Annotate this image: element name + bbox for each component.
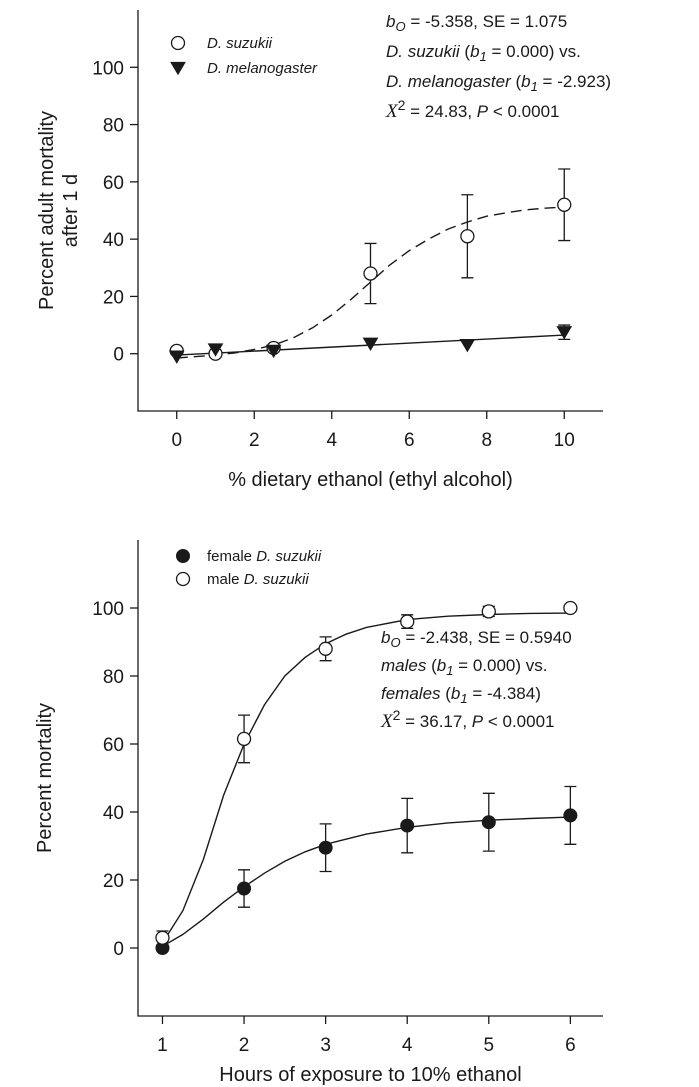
legend-label: D. melanogaster [207,60,318,77]
legend-label: female D. suzukii [207,548,322,565]
data-point [237,881,252,896]
x-tick-label: 6 [404,430,415,451]
stats-annotation-line: D. melanogaster (b1 = -2.923) [386,72,611,94]
stats-annotation-line: X2 = 36.17, P < 0.0001 [380,707,555,732]
data-point [563,600,578,616]
data-point [481,815,496,830]
legend-marker [176,549,190,563]
stats-annotation-line: X2 = 24.83, P < 0.0001 [385,97,560,122]
data-point [168,350,185,364]
data-point [318,840,333,855]
y-tick-label: 0 [113,939,124,960]
data-point [556,326,573,340]
y-tick-label: 20 [103,871,124,892]
data-point [459,339,476,353]
data-point [563,808,578,823]
stats-annotation-line: D. suzukii (b1 = 0.000) vs. [386,42,581,64]
legend-marker [175,571,191,587]
axes-frame [137,10,603,412]
data-point [265,344,282,359]
x-axis-title: Hours of exposure to 10% ethanol [219,1064,521,1086]
data-point [481,604,496,619]
x-tick-label: 6 [565,1035,576,1056]
data-point [155,930,170,945]
y-tick-label: 60 [103,173,124,194]
y-tick-label: 100 [92,599,124,620]
y-tick-label: 40 [103,230,124,251]
x-tick-label: 2 [249,430,260,451]
data-point [236,731,252,747]
y-tick-label: 0 [113,345,124,366]
data-point [400,614,415,629]
y-axis-title: Percent mortality [34,703,56,853]
y-axis-title: after 1 d [60,174,82,247]
data-point [207,343,224,357]
chart-bottom-exposure-hours: 0 20 40 60 80 100 1 2 3 4 5 6 Hours of exposure to 1… [34,540,603,1086]
x-tick-label: 4 [402,1035,413,1056]
data-point [363,266,378,281]
y-tick-label: 60 [103,735,124,756]
x-tick-label: 10 [554,430,575,451]
data-point [557,197,572,212]
y-tick-label: 100 [92,58,124,79]
data-point [318,641,333,656]
x-tick-label: 4 [326,430,337,451]
y-tick-label: 20 [103,287,124,308]
chart-top-ethanol-concentration: 0 20 40 60 80 100 0 2 4 6 8 10 % dietary ethanol (et… [36,10,611,491]
legend-label: D. suzukii [207,35,273,52]
axes-frame [137,540,603,1017]
x-tick-label: 0 [171,430,182,451]
stats-annotation-line: bO = -5.358, SE = 1.075 [386,12,567,34]
legend-marker [170,35,186,51]
stats-annotation-line: bO = -2.438, SE = 0.5940 [381,628,572,650]
data-point [400,818,415,833]
data-point [362,337,379,351]
stats-annotation-line: females (b1 = -4.384) [381,684,541,706]
y-tick-label: 40 [103,803,124,824]
y-axis-title: Percent adult mortality [36,111,58,310]
fit-curve [161,612,571,944]
x-tick-label: 2 [239,1035,250,1056]
legend-marker [170,61,186,76]
x-tick-label: 5 [484,1035,495,1056]
x-axis-title: % dietary ethanol (ethyl alcohol) [228,469,513,491]
y-tick-label: 80 [103,116,124,137]
x-tick-label: 3 [320,1035,331,1056]
data-point [460,229,475,244]
fit-curve [162,816,571,947]
stats-annotation-line: males (b1 = 0.000) vs. [381,656,547,678]
legend-label: male D. suzukii [207,571,309,588]
x-tick-label: 1 [157,1035,168,1056]
y-tick-label: 80 [103,667,124,688]
x-tick-label: 8 [481,430,492,451]
